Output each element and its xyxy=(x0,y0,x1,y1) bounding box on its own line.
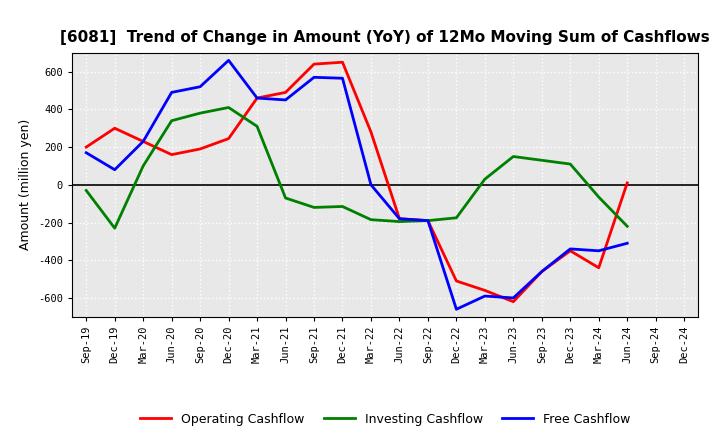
Operating Cashflow xyxy=(509,299,518,304)
Investing Cashflow xyxy=(167,118,176,123)
Operating Cashflow xyxy=(139,139,148,144)
Free Cashflow xyxy=(82,150,91,155)
Legend: Operating Cashflow, Investing Cashflow, Free Cashflow: Operating Cashflow, Investing Cashflow, … xyxy=(135,407,635,430)
Free Cashflow xyxy=(423,218,432,223)
Investing Cashflow xyxy=(537,158,546,163)
Investing Cashflow xyxy=(395,219,404,224)
Operating Cashflow xyxy=(225,136,233,141)
Free Cashflow xyxy=(253,95,261,101)
Free Cashflow xyxy=(537,269,546,274)
Line: Investing Cashflow: Investing Cashflow xyxy=(86,107,627,228)
Investing Cashflow xyxy=(509,154,518,159)
Investing Cashflow xyxy=(595,194,603,200)
Investing Cashflow xyxy=(139,163,148,169)
Investing Cashflow xyxy=(110,226,119,231)
Operating Cashflow xyxy=(395,216,404,221)
Operating Cashflow xyxy=(310,62,318,67)
Y-axis label: Amount (million yen): Amount (million yen) xyxy=(19,119,32,250)
Line: Free Cashflow: Free Cashflow xyxy=(86,60,627,309)
Investing Cashflow xyxy=(225,105,233,110)
Investing Cashflow xyxy=(566,161,575,167)
Operating Cashflow xyxy=(110,125,119,131)
Operating Cashflow xyxy=(537,269,546,274)
Operating Cashflow xyxy=(167,152,176,157)
Operating Cashflow xyxy=(423,218,432,223)
Free Cashflow xyxy=(338,76,347,81)
Free Cashflow xyxy=(452,307,461,312)
Free Cashflow xyxy=(366,182,375,187)
Line: Operating Cashflow: Operating Cashflow xyxy=(86,62,627,302)
Free Cashflow xyxy=(509,295,518,301)
Free Cashflow xyxy=(623,241,631,246)
Operating Cashflow xyxy=(253,95,261,101)
Free Cashflow xyxy=(167,90,176,95)
Investing Cashflow xyxy=(366,217,375,222)
Free Cashflow xyxy=(110,167,119,172)
Operating Cashflow xyxy=(480,288,489,293)
Free Cashflow xyxy=(282,97,290,103)
Investing Cashflow xyxy=(196,110,204,116)
Free Cashflow xyxy=(566,246,575,252)
Free Cashflow xyxy=(395,216,404,221)
Investing Cashflow xyxy=(253,124,261,129)
Operating Cashflow xyxy=(595,265,603,271)
Free Cashflow xyxy=(310,75,318,80)
Investing Cashflow xyxy=(310,205,318,210)
Free Cashflow xyxy=(480,293,489,299)
Free Cashflow xyxy=(139,139,148,144)
Investing Cashflow xyxy=(480,176,489,182)
Operating Cashflow xyxy=(566,248,575,253)
Investing Cashflow xyxy=(423,218,432,223)
Operating Cashflow xyxy=(196,147,204,152)
Free Cashflow xyxy=(595,248,603,253)
Free Cashflow xyxy=(196,84,204,89)
Operating Cashflow xyxy=(366,129,375,135)
Operating Cashflow xyxy=(452,279,461,284)
Investing Cashflow xyxy=(82,188,91,193)
Investing Cashflow xyxy=(338,204,347,209)
Operating Cashflow xyxy=(623,180,631,186)
Operating Cashflow xyxy=(338,59,347,65)
Operating Cashflow xyxy=(282,90,290,95)
Free Cashflow xyxy=(225,58,233,63)
Title: [6081]  Trend of Change in Amount (YoY) of 12Mo Moving Sum of Cashflows: [6081] Trend of Change in Amount (YoY) o… xyxy=(60,29,710,45)
Investing Cashflow xyxy=(282,195,290,201)
Investing Cashflow xyxy=(452,215,461,220)
Investing Cashflow xyxy=(623,224,631,229)
Operating Cashflow xyxy=(82,144,91,150)
